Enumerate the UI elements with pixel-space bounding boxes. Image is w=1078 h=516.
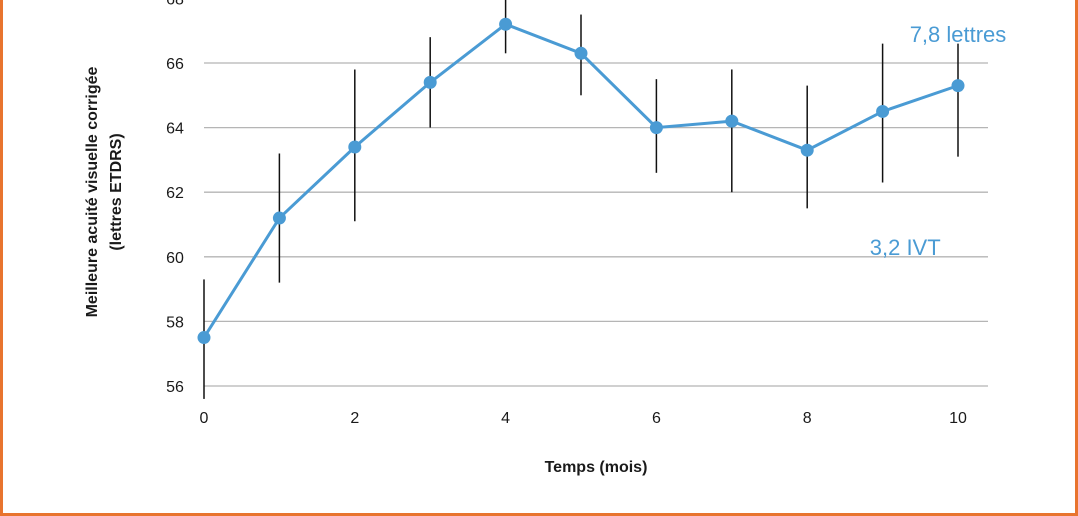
data-point-8 (800, 143, 814, 157)
annotations: 7,8 lettres 3,2 IVT (870, 22, 1007, 260)
data-point-6 (649, 121, 663, 135)
annotation-0: 7,8 lettres (910, 22, 1007, 47)
x-tick-0: 0 (200, 410, 209, 427)
x-tick-4: 4 (501, 410, 510, 427)
y-tick-66: 66 (166, 56, 184, 73)
data-point-10 (951, 79, 965, 93)
y-tick-56: 56 (166, 379, 184, 396)
y-tick-58: 58 (166, 314, 184, 331)
y-tick-labels: 56 58 60 62 64 66 68 (166, 0, 184, 396)
y-tick-62: 62 (166, 185, 184, 202)
y-tick-68: 68 (166, 0, 184, 8)
y-tick-64: 64 (166, 121, 184, 138)
data-point-2 (348, 140, 362, 154)
data-point-9 (876, 104, 890, 118)
gridlines (204, 62, 988, 387)
error-bars (203, 0, 959, 399)
x-tick-6: 6 (652, 410, 661, 427)
x-tick-labels: 0 2 4 6 8 10 (200, 410, 967, 427)
x-tick-8: 8 (803, 410, 812, 427)
data-point-3 (423, 75, 437, 89)
x-axis-title: Temps (mois) (545, 459, 648, 476)
data-point-4 (499, 17, 513, 31)
y-axis-title-line-1: Meilleure acuité visuelle corrigée (84, 67, 101, 318)
x-tick-2: 2 (350, 410, 359, 427)
annotation-1: 3,2 IVT (870, 235, 941, 260)
data-point-0 (197, 331, 211, 345)
data-point-5 (574, 46, 588, 60)
x-tick-10: 10 (949, 410, 967, 427)
data-point-7 (725, 114, 739, 128)
data-point-1 (272, 211, 286, 225)
data-points (197, 17, 965, 345)
y-axis-title-line-2: (lettres ETDRS) (108, 133, 125, 250)
y-tick-60: 60 (166, 250, 184, 267)
